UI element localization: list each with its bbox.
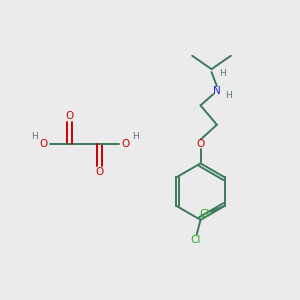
Text: O: O (95, 167, 104, 177)
Text: H: H (225, 92, 232, 100)
Text: O: O (40, 139, 48, 149)
Text: H: H (219, 69, 226, 78)
Text: N: N (213, 85, 221, 96)
Text: Cl: Cl (190, 235, 200, 245)
Text: H: H (31, 132, 38, 141)
Text: Cl: Cl (199, 209, 209, 219)
Text: H: H (132, 132, 139, 141)
Text: O: O (66, 111, 74, 121)
Text: O: O (121, 139, 130, 149)
Text: O: O (196, 139, 205, 149)
